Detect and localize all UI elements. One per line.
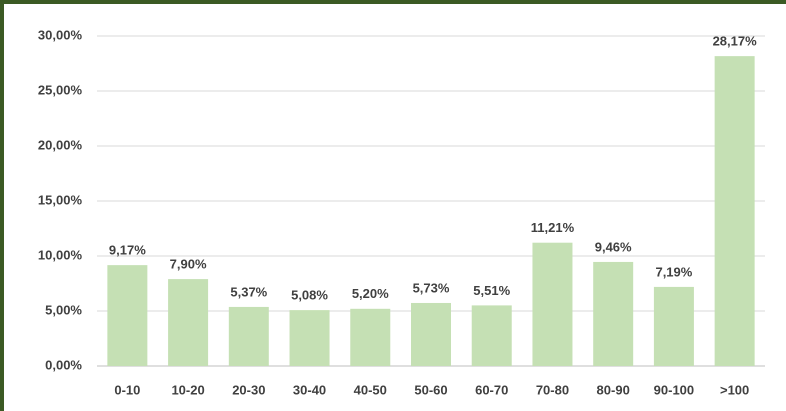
bar [471, 305, 512, 366]
bar [593, 261, 634, 366]
y-tick-label: 5,00% [45, 302, 82, 317]
y-tick-label: 0,00% [45, 357, 82, 372]
x-tick-label: 40-50 [354, 382, 387, 397]
x-tick-label: 10-20 [171, 382, 204, 397]
value-label: 7,19% [655, 264, 692, 279]
bar [350, 308, 391, 366]
y-tick-label: 10,00% [38, 247, 83, 262]
x-tick-label: >100 [720, 382, 749, 397]
bar [289, 310, 330, 366]
y-tick-label: 25,00% [38, 82, 83, 97]
bar [228, 306, 269, 366]
value-label: 9,46% [595, 239, 632, 254]
x-tick-label: 90-100 [654, 382, 694, 397]
value-label: 11,21% [531, 220, 575, 235]
value-label: 5,37% [230, 284, 267, 299]
bar [107, 265, 148, 366]
value-label: 7,90% [170, 257, 207, 272]
value-label: 5,51% [473, 283, 510, 298]
value-label: 5,73% [413, 280, 450, 295]
value-label: 28,17% [713, 34, 758, 49]
bar [168, 279, 209, 366]
value-label: 5,20% [352, 286, 389, 301]
x-tick-label: 0-10 [114, 382, 140, 397]
bar [714, 56, 755, 366]
x-tick-label: 80-90 [597, 382, 630, 397]
bar [653, 286, 694, 366]
x-tick-label: 20-30 [232, 382, 265, 397]
x-tick-label: 50-60 [414, 382, 447, 397]
x-tick-label: 60-70 [475, 382, 508, 397]
frame-top [0, 0, 786, 4]
y-tick-label: 20,00% [38, 137, 83, 152]
value-label: 5,08% [291, 288, 328, 303]
frame-left [0, 0, 4, 411]
bar [532, 242, 573, 366]
x-tick-label: 70-80 [536, 382, 569, 397]
x-tick-label: 30-40 [293, 382, 326, 397]
bar [411, 302, 451, 366]
y-tick-label: 15,00% [38, 192, 83, 207]
value-label: 9,17% [109, 243, 146, 258]
y-tick-label: 30,00% [38, 27, 83, 42]
